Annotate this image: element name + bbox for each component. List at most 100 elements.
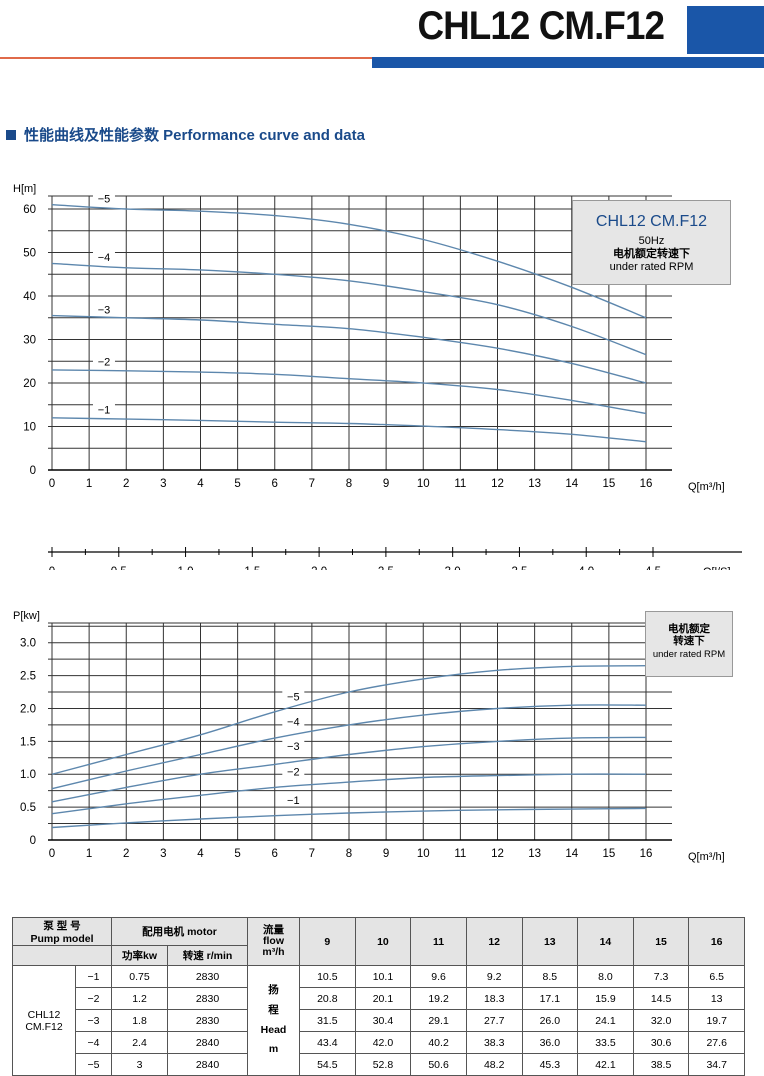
series-label: −5 (287, 692, 300, 704)
series-line-1 (51, 665, 647, 775)
info-frequency: 50Hz (638, 235, 665, 248)
head-value-cell: 31.5 (299, 1009, 356, 1032)
speed-cell: 2830 (167, 987, 248, 1010)
series-label-bg (92, 355, 115, 368)
header-motor: 配用电机 motor (111, 917, 248, 946)
header-flow-unit: m³/h (262, 946, 285, 958)
x-tick-label: 12 (491, 848, 504, 860)
x-tick-label: 6 (272, 478, 278, 490)
header-speed: 转速 r/min (167, 945, 248, 966)
head-value-cell: 6.5 (688, 965, 745, 988)
table-row: −4 2.4 2840 43.4 42.0 40.2 38.3 36.0 33.5 30.6 27.… (13, 1031, 745, 1054)
x-tick-label: 5 (234, 848, 240, 860)
x-tick-label: 8 (346, 478, 352, 490)
y-axis-label: H[m] (13, 183, 36, 195)
x-tick-label: 7 (309, 848, 315, 860)
head-value-cell: 8.0 (577, 965, 634, 988)
head-value-cell: 29.1 (410, 1009, 467, 1032)
flow-col-9: 9 (299, 917, 356, 966)
head-value-cell: 26.0 (521, 1009, 579, 1032)
head-label-line: m (268, 1043, 279, 1056)
table-row: CHL12 CM.F12 −1 0.75 2830 扬程 Head m 10.5 10.1 9.6 9… (12, 965, 745, 1076)
header-flow-cn: 流量 (263, 923, 284, 936)
header-brand-block (687, 6, 764, 54)
series-label-bg (282, 739, 305, 752)
head-value-cell: 36.0 (521, 1031, 579, 1054)
table-row: −3 1.8 2830 31.5 30.4 29.1 27.7 26.0 24.1 32.0 19.… (13, 1009, 745, 1032)
x-tick-label: 16 (640, 478, 653, 490)
y-tick-label: 2.5 (20, 671, 36, 683)
secondary-x-tick-label: 4.0 (578, 566, 594, 570)
power-cell: 1.8 (111, 1009, 168, 1032)
power-chart-info-box: 电机额定 转速下 under rated RPM (645, 611, 733, 677)
speed-cell: 2830 (167, 1009, 248, 1032)
power-cell: 2.4 (111, 1031, 168, 1054)
power-cell: 3 (111, 1053, 168, 1076)
series-line-1 (51, 203, 647, 319)
x-tick-label: 6 (272, 848, 278, 860)
series-label: −1 (287, 795, 300, 807)
series-label: −3 (287, 741, 300, 753)
series-label-bg (92, 303, 115, 316)
head-curve-chart: 0 1 2 3 4 5 6 7 8 9 10 11 12 13 14 15 160102030405060H[m… (13, 183, 742, 570)
head-value-cell: 19.2 (410, 987, 467, 1010)
y-tick-label: 60 (23, 204, 36, 216)
secondary-x-axis-label: Q[l/S] (703, 566, 731, 570)
head-value-cell: 38.3 (465, 1031, 523, 1054)
y-tick-label: 1.0 (20, 769, 36, 781)
info-model: CHL12 CM.F12 (595, 213, 708, 230)
head-value-cell: 45.3 (521, 1053, 579, 1076)
series-label-bg (92, 192, 115, 205)
head-value-cell: 40.2 (410, 1031, 467, 1054)
series-label: −5 (98, 193, 111, 205)
head-value-cell: 7.3 (632, 965, 690, 988)
series-line-5 (51, 807, 647, 829)
section-title: 性能曲线及性能参数 Performance curve and data (6, 124, 365, 145)
secondary-x-tick-label: 2.0 (311, 566, 327, 570)
section-title-text: 性能曲线及性能参数 Performance curve and data (24, 127, 365, 144)
series-line-5 (51, 417, 647, 443)
x-tick-label: 0 (49, 848, 55, 860)
flow-col-14: 14 (577, 917, 634, 966)
series-label: −2 (287, 767, 300, 779)
table-row: −5 3 2840 54.5 52.8 50.6 48.2 45.3 42.1 38.5 34.7 (13, 1053, 745, 1076)
x-tick-label: 3 (160, 478, 166, 490)
power-info-en: under rated RPM (652, 649, 726, 661)
x-tick-label: 9 (383, 478, 389, 490)
header-pump-en: Pump model (30, 933, 94, 945)
info-rated-cn: 电机额定转速下 (613, 248, 690, 261)
secondary-x-tick-label: 0 (49, 566, 55, 570)
head-value-cell: 10.5 (299, 965, 356, 988)
head-value-cell: 27.7 (465, 1009, 523, 1032)
header-flow: 流量 flow m³/h (247, 917, 300, 966)
x-tick-label: 10 (417, 848, 430, 860)
head-value-cell: 32.0 (632, 1009, 690, 1032)
model-name-cell: CHL12 CM.F12 (12, 965, 76, 1076)
bullet-square-icon (6, 129, 16, 140)
series-label-bg (282, 793, 305, 806)
performance-table: 泵 型 号 Pump model 配用电机 motor 流量 flow m³/h… (12, 917, 745, 1076)
stage-cell: −5 (75, 1053, 112, 1076)
flow-col-11: 11 (410, 917, 467, 966)
y-tick-label: 40 (23, 291, 36, 303)
series-label: −3 (98, 304, 111, 316)
head-value-cell: 8.5 (521, 965, 579, 988)
head-value-cell: 34.7 (688, 1053, 745, 1076)
y-tick-label: 30 (23, 335, 36, 347)
x-tick-label: 10 (417, 478, 430, 490)
series-line-3 (51, 314, 647, 384)
x-tick-label: 1 (86, 478, 92, 490)
power-info-cn2: 转速下 (673, 635, 705, 648)
head-value-cell: 38.5 (632, 1053, 690, 1076)
series-line-2 (51, 262, 647, 356)
head-label-cell: 扬程 Head m (247, 965, 300, 1076)
secondary-x-tick-label: 2.5 (378, 566, 394, 570)
x-tick-label: 4 (197, 848, 204, 860)
head-value-cell: 30.4 (354, 1009, 412, 1032)
y-tick-label: 1.5 (20, 736, 36, 748)
series-label: −2 (98, 356, 111, 368)
secondary-x-tick-label: 1.0 (178, 566, 194, 570)
series-label: −4 (98, 252, 111, 264)
x-tick-label: 15 (602, 848, 615, 860)
y-tick-label: 0 (30, 835, 36, 847)
